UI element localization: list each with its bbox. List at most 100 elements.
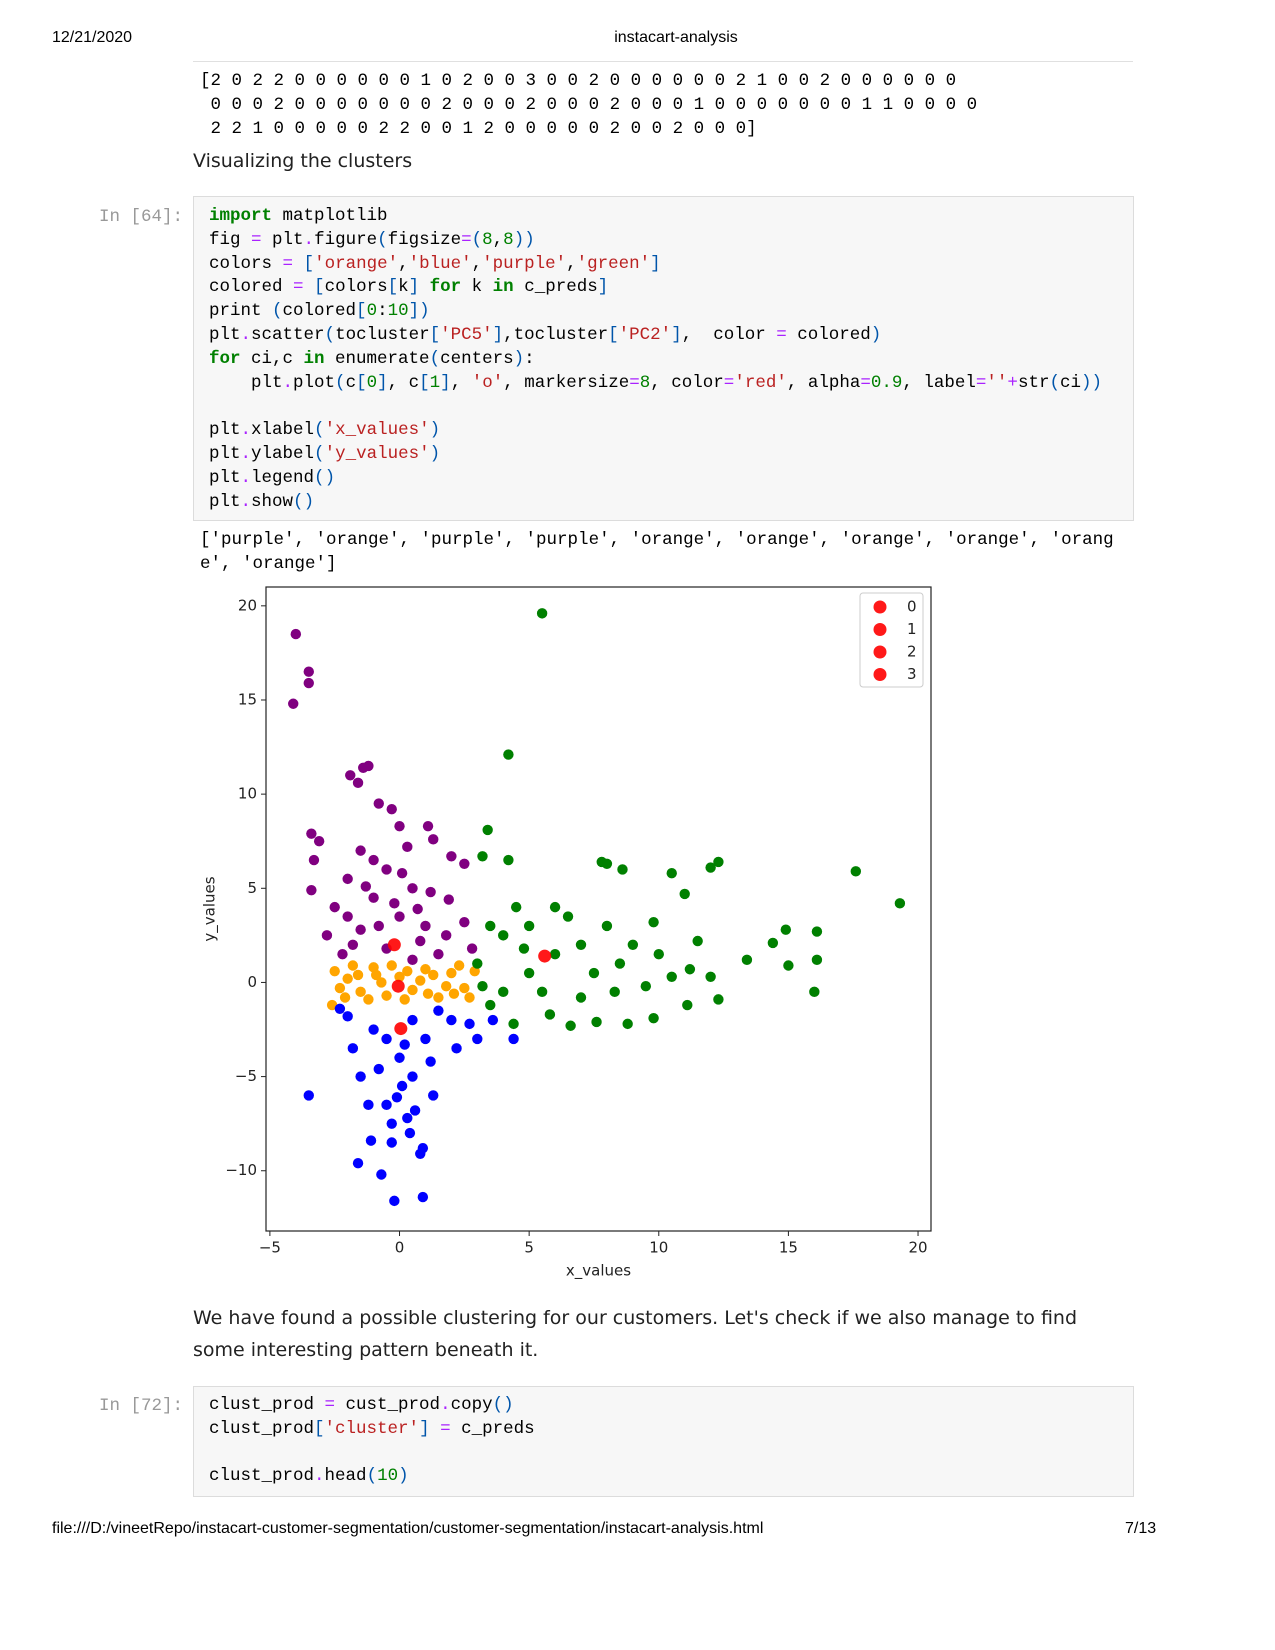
point: [523, 920, 535, 932]
point: [363, 994, 374, 1005]
point: [459, 916, 470, 928]
point: [648, 1013, 659, 1024]
point: [591, 1016, 602, 1028]
point: [433, 1005, 444, 1016]
point: [290, 628, 302, 640]
point: [347, 939, 359, 950]
point: [355, 1071, 366, 1082]
point: [666, 971, 677, 982]
point: [326, 999, 338, 1011]
y-tick-label: 10: [238, 785, 257, 803]
legend-marker: [873, 645, 887, 659]
point: [373, 798, 384, 809]
point: [562, 911, 574, 922]
point: [485, 999, 496, 1011]
point: [404, 1127, 416, 1139]
point: [389, 898, 400, 909]
point: [313, 836, 325, 847]
point: [811, 926, 823, 937]
point: [402, 965, 413, 977]
code-cell[interactable]: clust_prod = cust_prod.copy() clust_prod…: [193, 1386, 1134, 1497]
point: [347, 1043, 359, 1054]
point: [627, 939, 639, 950]
cell-prompt: In [64]:: [99, 207, 184, 227]
point: [523, 967, 535, 979]
point: [565, 1020, 576, 1031]
point: [472, 958, 483, 969]
point: [407, 1071, 418, 1082]
point: [503, 749, 514, 760]
point: [329, 965, 340, 977]
point: [536, 608, 548, 619]
point: [420, 1033, 431, 1045]
x-tick-label: −5: [259, 1239, 281, 1257]
print-url: file:///D:/vineetRepo/instacart-customer…: [52, 1520, 764, 1537]
point: [459, 982, 470, 994]
cell-output: ['purple', 'orange', 'purple', 'purple',…: [200, 530, 1114, 574]
markdown-heading: Visualizing the clusters: [193, 150, 413, 172]
legend-label: 2: [907, 643, 917, 661]
point: [640, 981, 652, 992]
point: [381, 864, 392, 875]
point: [487, 1014, 499, 1026]
point: [368, 854, 379, 866]
point: [415, 935, 426, 947]
point: [339, 992, 351, 1003]
point: [622, 1018, 633, 1030]
point: [433, 948, 444, 960]
array-output: [2 0 2 2 0 0 0 0 0 0 1 0 2 0 0 3 0 0 2 0…: [200, 71, 978, 139]
point: [407, 1014, 418, 1026]
y-axis-label: y_values: [201, 876, 220, 941]
point: [422, 988, 434, 999]
point: [342, 911, 353, 922]
point: [420, 964, 431, 975]
cell-prompt: In [72]:: [99, 1396, 184, 1416]
point: [477, 981, 488, 992]
x-tick-label: 15: [779, 1239, 798, 1257]
point: [381, 990, 392, 1001]
point: [386, 803, 397, 815]
print-page: 7/13: [1125, 1520, 1157, 1537]
point: [345, 770, 356, 781]
code-cell[interactable]: import matplotlib fig = plt.figure(figsi…: [193, 196, 1134, 521]
separator: [193, 61, 1133, 62]
legend-label: 0: [907, 598, 917, 616]
point: [428, 969, 439, 981]
x-tick-label: 10: [649, 1239, 668, 1257]
point: [329, 901, 340, 913]
center-marker: [394, 1022, 408, 1036]
point: [376, 1169, 387, 1180]
y-tick-label: 0: [247, 973, 257, 991]
point: [428, 1090, 439, 1101]
point: [425, 1056, 436, 1067]
chart: −5 0 5 10 15 20 −10 −5 0 5 10 15 20 x_values y_values 0…: [201, 586, 932, 1281]
point: [850, 866, 862, 877]
point: [409, 1105, 421, 1116]
point: [288, 698, 299, 709]
point: [386, 960, 397, 971]
point: [536, 986, 548, 998]
point: [422, 820, 434, 832]
point: [477, 851, 488, 862]
point: [666, 868, 677, 879]
point: [510, 901, 522, 913]
point: [347, 960, 359, 971]
point: [355, 986, 366, 998]
point: [381, 1099, 392, 1111]
point: [459, 858, 470, 870]
x-tick-label: 20: [908, 1239, 927, 1257]
y-tick-label: 15: [238, 690, 257, 708]
point: [306, 828, 317, 839]
point: [472, 1033, 483, 1045]
point: [684, 964, 696, 975]
point: [575, 939, 587, 950]
x-axis-label: x_values: [566, 1262, 631, 1281]
point: [705, 971, 716, 982]
point: [549, 948, 561, 960]
markdown-paragraph: We have found a possible clustering for …: [193, 1307, 1078, 1361]
point: [355, 924, 366, 935]
legend-label: 3: [907, 665, 917, 683]
x-tick-label: 5: [524, 1239, 534, 1257]
point: [443, 894, 454, 905]
legend-marker: [873, 668, 887, 681]
